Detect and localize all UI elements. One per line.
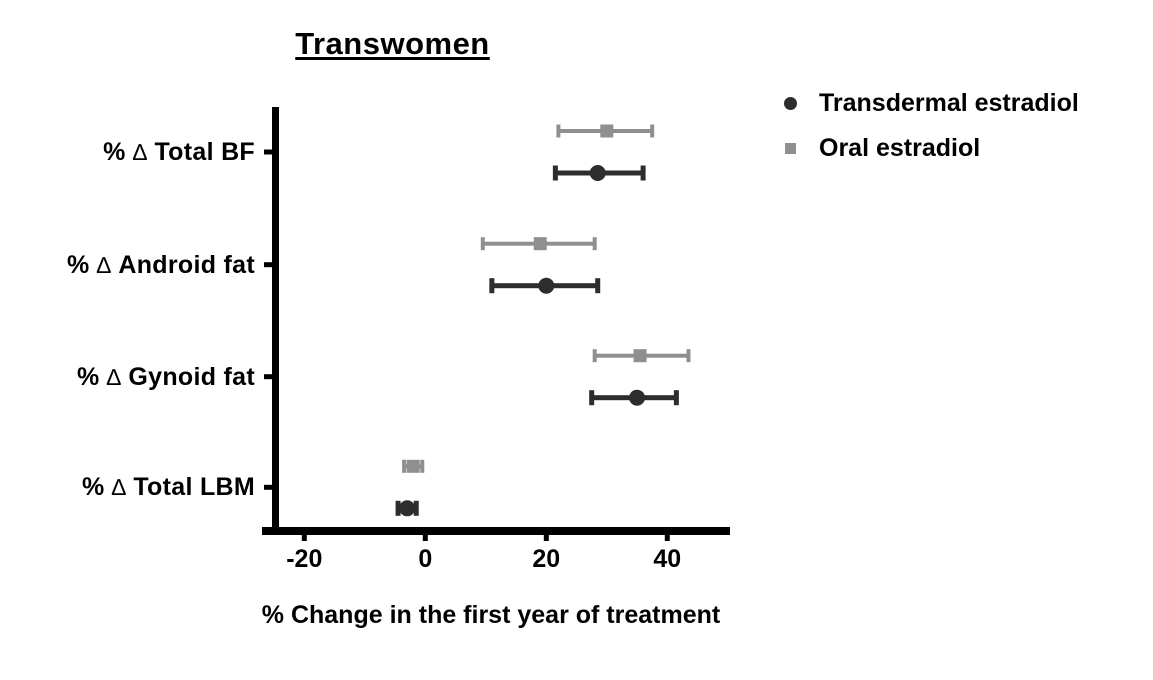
- error-cap-high-oral-estradiol-gynoid-fat: [686, 349, 691, 363]
- category-label-gynoid-fat: % ∆ Gynoid fat: [76, 362, 255, 391]
- delta-symbol: ∆: [96, 251, 112, 278]
- error-cap-low-transdermal-estradiol-gynoid-fat: [589, 390, 595, 406]
- legend-label-oral-estradiol: Oral estradiol: [819, 133, 981, 162]
- y-tick-total-lbm: [264, 484, 273, 490]
- error-cap-low-transdermal-estradiol-total-lbm: [395, 500, 401, 516]
- y-axis-spine: [272, 107, 279, 535]
- marker-circle-transdermal-estradiol-total-lbm: [399, 500, 416, 517]
- error-cap-low-oral-estradiol-total-bf: [556, 124, 561, 138]
- error-cap-high-transdermal-estradiol-android-fat: [595, 278, 601, 294]
- error-cap-high-transdermal-estradiol-gynoid-fat: [673, 390, 679, 406]
- error-cap-high-oral-estradiol-android-fat: [592, 237, 597, 251]
- y-tick-android-fat: [264, 262, 273, 268]
- x-tick-label-40: 40: [653, 545, 682, 573]
- x-tick-40: [664, 534, 670, 541]
- marker-circle-transdermal-estradiol-android-fat: [538, 277, 555, 294]
- error-cap-low-transdermal-estradiol-android-fat: [489, 278, 495, 294]
- marker-square-oral-estradiol-total-lbm: [406, 459, 420, 473]
- y-tick-total-bf: [264, 149, 273, 155]
- x-tick-20: [543, 534, 549, 541]
- marker-square-oral-estradiol-total-bf: [600, 124, 614, 138]
- legend-item-oral-estradiol: Oral estradiol: [784, 133, 1079, 163]
- circle-marker-icon: [784, 96, 797, 110]
- x-tick-label--20: -20: [286, 545, 323, 573]
- x-axis-line: [262, 527, 730, 535]
- marker-square-oral-estradiol-gynoid-fat: [633, 349, 647, 363]
- error-cap-high-transdermal-estradiol-total-bf: [640, 165, 646, 181]
- error-cap-high-oral-estradiol-total-bf: [650, 124, 655, 138]
- error-cap-low-oral-estradiol-gynoid-fat: [592, 349, 597, 363]
- x-axis-label: % Change in the first year of treatment: [261, 601, 721, 629]
- x-tick-label-0: 0: [418, 545, 433, 573]
- y-tick-gynoid-fat: [264, 374, 273, 380]
- chart-title: Transwomen: [295, 26, 490, 61]
- legend-label-transdermal-estradiol: Transdermal estradiol: [819, 88, 1079, 117]
- delta-symbol: ∆: [132, 139, 148, 165]
- marker-square-oral-estradiol-android-fat: [533, 237, 547, 251]
- legend-item-transdermal-estradiol: Transdermal estradiol: [784, 88, 1079, 118]
- error-cap-low-oral-estradiol-android-fat: [480, 237, 485, 251]
- category-label-total-bf: % ∆ Total BF: [103, 138, 255, 166]
- marker-circle-transdermal-estradiol-gynoid-fat: [629, 389, 646, 406]
- legend: Transdermal estradiol Oral estradiol: [784, 88, 1079, 178]
- x-tick--20: [301, 534, 307, 541]
- delta-symbol: ∆: [111, 474, 127, 501]
- x-tick-label-20: 20: [532, 545, 561, 573]
- marker-circle-transdermal-estradiol-total-bf: [589, 165, 606, 181]
- category-label-android-fat: % ∆ Android fat: [66, 250, 255, 279]
- delta-symbol: ∆: [106, 363, 122, 390]
- error-cap-high-transdermal-estradiol-total-lbm: [413, 500, 419, 516]
- square-marker-icon: [785, 142, 796, 154]
- category-label-total-lbm: % ∆ Total LBM: [81, 473, 255, 502]
- error-cap-high-oral-estradiol-total-lbm: [420, 459, 425, 473]
- error-cap-low-oral-estradiol-total-lbm: [402, 459, 407, 473]
- x-tick-0: [422, 534, 428, 541]
- error-cap-low-transdermal-estradiol-total-bf: [552, 165, 558, 181]
